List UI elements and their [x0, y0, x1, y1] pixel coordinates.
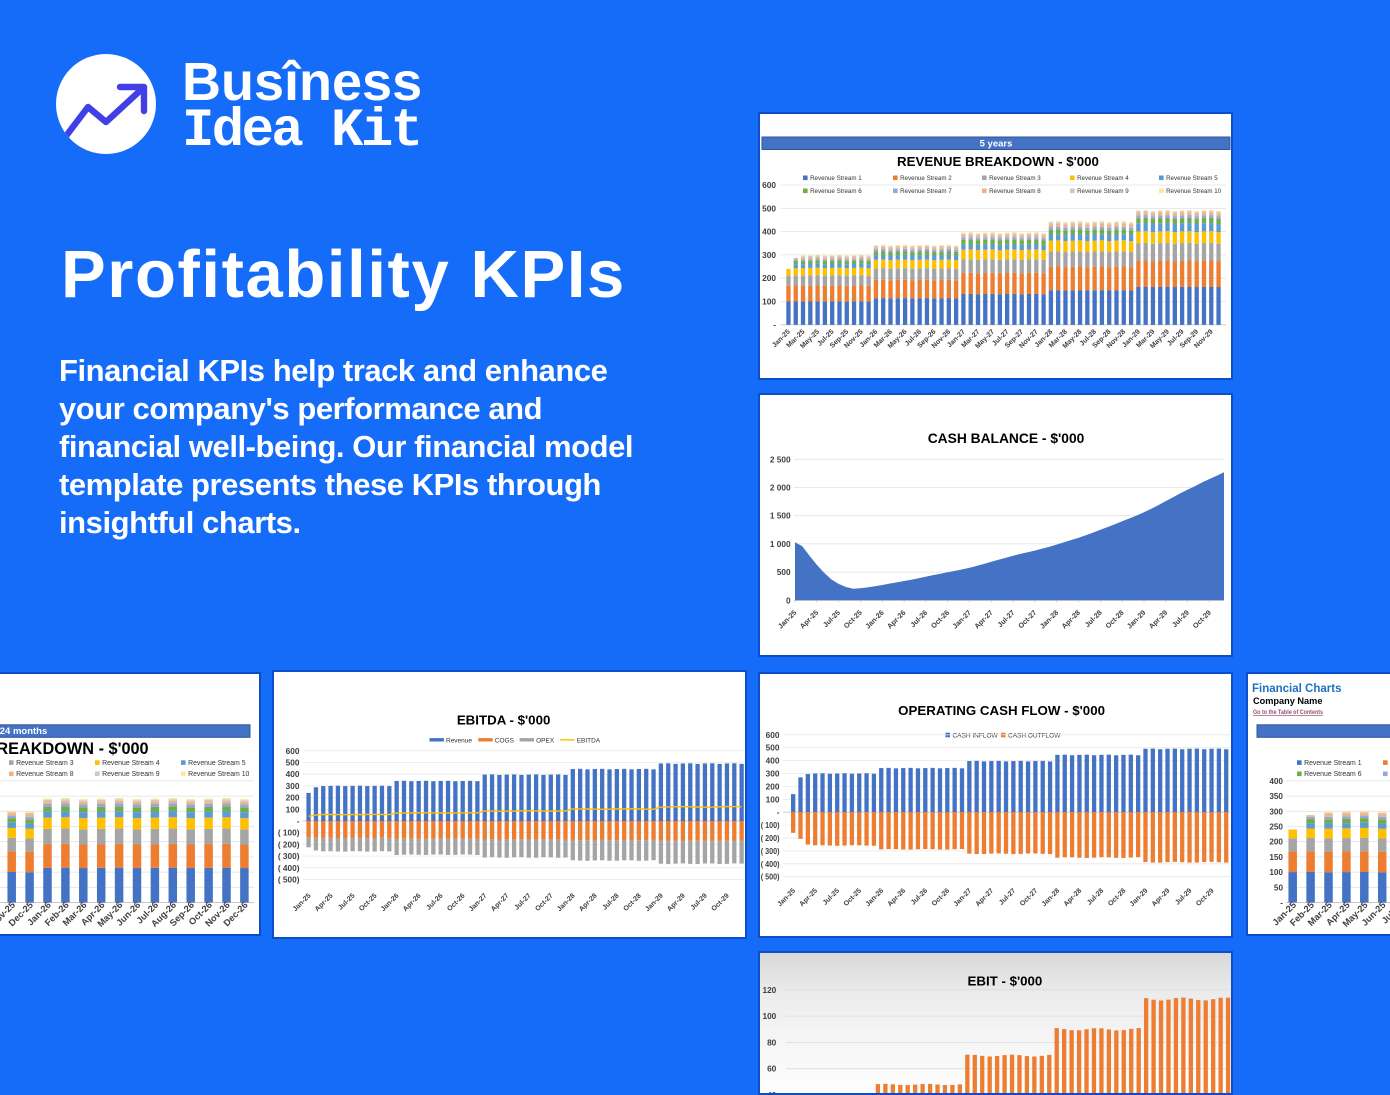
svg-text:-: - [1280, 899, 1283, 908]
svg-text:100: 100 [762, 1011, 776, 1021]
svg-text:40: 40 [767, 1090, 777, 1093]
svg-text:EBITDA - $'000: EBITDA - $'000 [457, 713, 551, 728]
svg-text:600: 600 [286, 746, 300, 756]
svg-text:CASH INFLOW: CASH INFLOW [953, 732, 999, 739]
svg-text:( 500): ( 500) [278, 875, 300, 885]
svg-text:600: 600 [766, 730, 780, 740]
svg-text:Revenue Stream 5: Revenue Stream 5 [1166, 175, 1218, 182]
svg-text:( 100): ( 100) [761, 820, 780, 830]
svg-text:Revenue Stream 1: Revenue Stream 1 [1304, 760, 1362, 767]
svg-text:Revenue Stream 9: Revenue Stream 9 [1077, 188, 1129, 195]
svg-text:REVENUE BREAKDOWN - $'000: REVENUE BREAKDOWN - $'000 [897, 154, 1099, 169]
svg-text:Revenue Stream 5: Revenue Stream 5 [188, 760, 246, 767]
svg-text:100: 100 [762, 297, 776, 307]
svg-text:300: 300 [762, 250, 776, 260]
svg-text:Revenue Stream 8: Revenue Stream 8 [16, 771, 74, 778]
svg-text:Revenue Stream 3: Revenue Stream 3 [989, 175, 1041, 182]
svg-text:( 400): ( 400) [761, 859, 780, 869]
svg-text:300: 300 [766, 769, 780, 779]
svg-text:24 months: 24 months [0, 726, 47, 737]
svg-text:5 years: 5 years [980, 138, 1013, 149]
svg-text:-: - [773, 319, 776, 329]
svg-text:500: 500 [777, 567, 791, 577]
svg-text:500: 500 [286, 758, 300, 768]
svg-text:2 500: 2 500 [770, 454, 791, 464]
svg-text:-: - [777, 807, 780, 817]
svg-text:Revenue Stream 6: Revenue Stream 6 [810, 188, 862, 195]
svg-text:60: 60 [767, 1064, 777, 1074]
svg-text:Financial Charts: Financial Charts [1252, 683, 1341, 695]
svg-text:( 300): ( 300) [761, 846, 780, 856]
svg-text:50: 50 [1274, 883, 1284, 892]
svg-text:150: 150 [1269, 853, 1283, 862]
svg-text:300: 300 [286, 781, 300, 791]
svg-text:100: 100 [1269, 868, 1283, 877]
svg-text:Revenue Stream 10: Revenue Stream 10 [1166, 188, 1222, 195]
svg-text:CASH BALANCE - $'000: CASH BALANCE - $'000 [928, 431, 1085, 446]
svg-text:200: 200 [1269, 838, 1283, 847]
svg-text:400: 400 [766, 756, 780, 766]
svg-text:600: 600 [762, 180, 776, 190]
svg-text:( 100): ( 100) [278, 828, 300, 838]
svg-text:Revenue Stream 10: Revenue Stream 10 [188, 771, 249, 778]
svg-text:( 500): ( 500) [761, 872, 780, 882]
svg-text:( 300): ( 300) [278, 851, 300, 861]
svg-text:500: 500 [766, 743, 780, 753]
svg-text:( 400): ( 400) [278, 863, 300, 873]
svg-text:Go to the Table of Contents: Go to the Table of Contents [1253, 709, 1323, 716]
svg-text:Revenue Stream 7: Revenue Stream 7 [900, 188, 952, 195]
svg-text:100: 100 [286, 804, 300, 814]
svg-text:200: 200 [762, 273, 776, 283]
svg-text:400: 400 [286, 769, 300, 779]
svg-text:400: 400 [1269, 777, 1283, 786]
svg-text:Revenue: Revenue [446, 738, 472, 745]
svg-text:120: 120 [762, 985, 776, 995]
svg-text:200: 200 [286, 793, 300, 803]
svg-text:1 000: 1 000 [770, 539, 791, 549]
svg-text:Revenue Stream 9: Revenue Stream 9 [102, 771, 160, 778]
svg-text:OPEX: OPEX [536, 738, 555, 745]
svg-text:250: 250 [1269, 823, 1283, 832]
svg-text:Revenue Stream 8: Revenue Stream 8 [989, 188, 1041, 195]
svg-text:400: 400 [762, 227, 776, 237]
svg-text:-: - [297, 816, 300, 826]
svg-text:EBIT - $'000: EBIT - $'000 [967, 974, 1042, 989]
svg-text:2 000: 2 000 [770, 483, 791, 493]
svg-text:CASH OUTFLOW: CASH OUTFLOW [1008, 732, 1061, 739]
svg-text:OPERATING CASH FLOW - $'000: OPERATING CASH FLOW - $'000 [898, 703, 1105, 718]
svg-text:Revenue Stream 4: Revenue Stream 4 [1077, 175, 1129, 182]
svg-text:Revenue Stream 6: Revenue Stream 6 [1304, 771, 1362, 778]
svg-text:( 200): ( 200) [761, 833, 780, 843]
svg-text:0: 0 [786, 595, 791, 605]
svg-text:200: 200 [766, 781, 780, 791]
svg-text:300: 300 [1269, 807, 1283, 816]
svg-text:COGS: COGS [495, 738, 515, 745]
svg-text:80: 80 [767, 1037, 777, 1047]
svg-text:500: 500 [762, 203, 776, 213]
svg-text:Company Name: Company Name [1253, 696, 1322, 706]
svg-text:Revenue Stream 1: Revenue Stream 1 [810, 175, 862, 182]
svg-text:Revenue Stream 2: Revenue Stream 2 [900, 175, 952, 182]
svg-text:100: 100 [766, 794, 780, 804]
svg-text:EBITDA: EBITDA [577, 738, 601, 745]
svg-text:350: 350 [1269, 792, 1283, 801]
svg-text:Revenue Stream 4: Revenue Stream 4 [102, 760, 160, 767]
svg-text:( 200): ( 200) [278, 839, 300, 849]
svg-text:Revenue Stream 3: Revenue Stream 3 [16, 760, 74, 767]
svg-text:1 500: 1 500 [770, 511, 791, 521]
svg-text:REVENUE BREAKDOWN - $'000: REVENUE BREAKDOWN - $'000 [0, 740, 149, 758]
